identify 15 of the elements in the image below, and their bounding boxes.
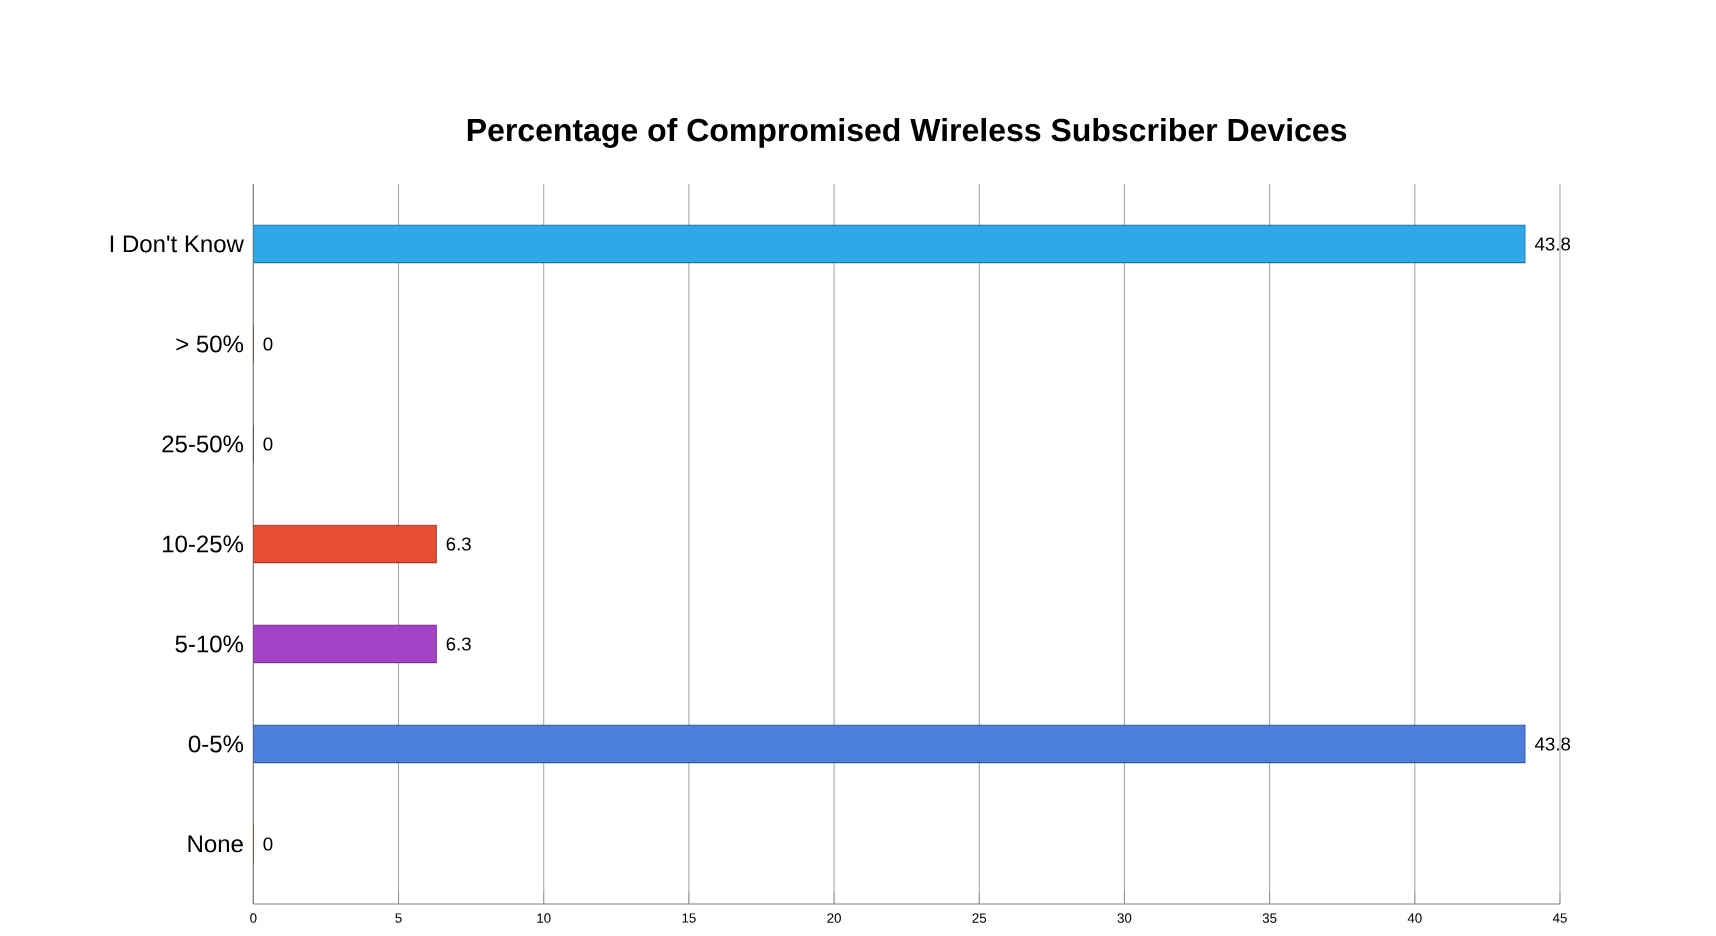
data-label: 43.8: [1534, 237, 1571, 251]
data-label: 43.8: [1534, 737, 1571, 751]
data-label: 0: [263, 337, 273, 351]
y-tick-label: None: [188, 835, 243, 853]
chart-title: Percentage of Compromised Wireless Subscriber Devices: [467, 117, 1347, 148]
y-tick-label: 0-5%: [188, 735, 244, 753]
data-label: 6.3: [446, 537, 471, 551]
y-tick-label: 10-25%: [163, 535, 244, 553]
y-tick-label: I Don't Know: [110, 235, 244, 253]
data-label: 6.3: [446, 637, 471, 651]
data-label: 0: [263, 437, 273, 451]
y-tick-label: > 50%: [176, 335, 244, 353]
y-tick-label: 25-50%: [162, 435, 244, 453]
y-tick-label: 5-10%: [175, 635, 244, 653]
data-label: 0: [263, 837, 273, 851]
